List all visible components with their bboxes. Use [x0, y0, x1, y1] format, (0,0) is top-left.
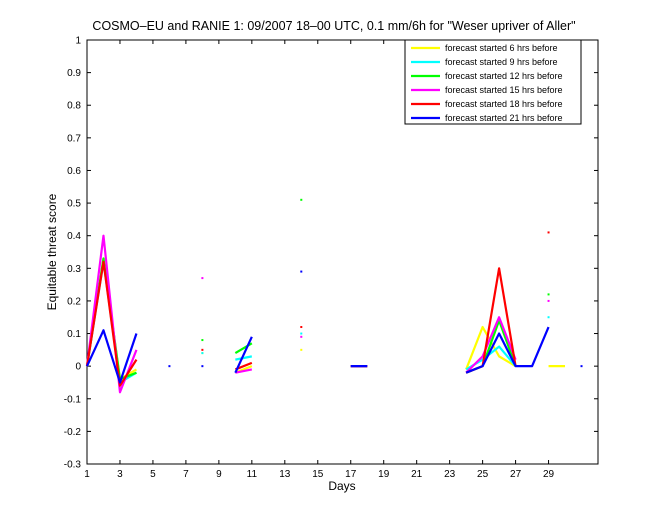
- data-point: [547, 299, 550, 302]
- series-6: [86, 270, 583, 384]
- chart-title: COSMO–EU and RANIE 1: 09/2007 18–00 UTC,…: [92, 19, 575, 33]
- data-point: [547, 316, 550, 319]
- y-tick-label: 0.9: [67, 68, 81, 79]
- x-tick-label: 15: [312, 469, 324, 480]
- data-point: [168, 365, 171, 368]
- data-point: [201, 339, 204, 342]
- data-point: [300, 326, 303, 329]
- data-point: [300, 332, 303, 335]
- x-tick-label: 23: [444, 469, 456, 480]
- y-axis-label: Equitable threat score: [45, 193, 59, 310]
- y-tick-label: 0.5: [67, 199, 81, 210]
- x-tick-label: 19: [378, 469, 390, 480]
- series-line: [86, 329, 138, 384]
- series-line: [465, 316, 517, 374]
- x-tick-label: 13: [279, 469, 291, 480]
- legend-label: forecast started 9 hrs before: [445, 57, 558, 67]
- data-point: [201, 277, 204, 280]
- y-tick-label: 0.1: [67, 329, 81, 340]
- y-tick-label: 0.8: [67, 101, 81, 112]
- data-point: [547, 293, 550, 296]
- legend-box: [404, 39, 582, 125]
- legend-label: forecast started 6 hrs before: [445, 43, 558, 53]
- series-line: [235, 368, 253, 374]
- data-point: [300, 270, 303, 273]
- x-tick-label: 7: [183, 469, 189, 480]
- y-tick-label: -0.2: [64, 427, 82, 438]
- series-line: [85, 260, 138, 387]
- y-tick-label: 1: [75, 36, 81, 47]
- x-tick-label: 11: [247, 469, 258, 480]
- y-tick-label: 0.7: [67, 133, 81, 144]
- series-line: [235, 355, 253, 361]
- x-tick-label: 17: [345, 469, 357, 480]
- series-layer: [85, 198, 583, 394]
- data-point: [300, 335, 303, 338]
- x-tick-label: 27: [510, 469, 522, 480]
- x-tick-label: 29: [543, 469, 555, 480]
- y-tick-label: 0.4: [67, 231, 81, 242]
- y-tick-label: -0.3: [64, 460, 82, 471]
- legend: forecast started 6 hrs before forecast st…: [404, 39, 582, 125]
- y-tick-label: 0.2: [67, 296, 81, 307]
- x-tick-label: 3: [117, 469, 123, 480]
- x-axis: 1 3 5 7 9 11 13 15 17 19 21 23 25 27 29: [84, 40, 555, 480]
- data-point: [300, 348, 303, 351]
- x-tick-label: 1: [84, 469, 90, 480]
- legend-label: forecast started 18 hrs before: [445, 99, 563, 109]
- x-tick-label: 5: [150, 469, 156, 480]
- x-axis-label: Days: [328, 479, 355, 493]
- data-point: [201, 352, 204, 355]
- x-tick-label: 21: [411, 469, 423, 480]
- legend-label: forecast started 15 hrs before: [445, 85, 563, 95]
- x-tick-label: 9: [216, 469, 222, 480]
- y-axis: -0.3 -0.2 -0.1 0 0.1 0.2 0.3 0.4 0.5 0.6 0.7 0.8 0.9…: [64, 36, 598, 471]
- series-line: [234, 336, 253, 374]
- legend-label: forecast started 21 hrs before: [445, 113, 563, 123]
- series-line: [465, 326, 550, 374]
- data-point: [201, 365, 204, 368]
- data-point: [201, 348, 204, 351]
- x-tick-label: 25: [477, 469, 489, 480]
- data-point: [580, 365, 583, 368]
- data-point: [547, 231, 550, 234]
- y-tick-label: 0: [75, 362, 81, 373]
- y-tick-label: -0.1: [64, 394, 82, 405]
- legend-label: forecast started 12 hrs before: [445, 71, 563, 81]
- y-tick-label: 0.3: [67, 264, 81, 275]
- y-tick-label: 0.6: [67, 166, 81, 177]
- data-point: [300, 198, 303, 201]
